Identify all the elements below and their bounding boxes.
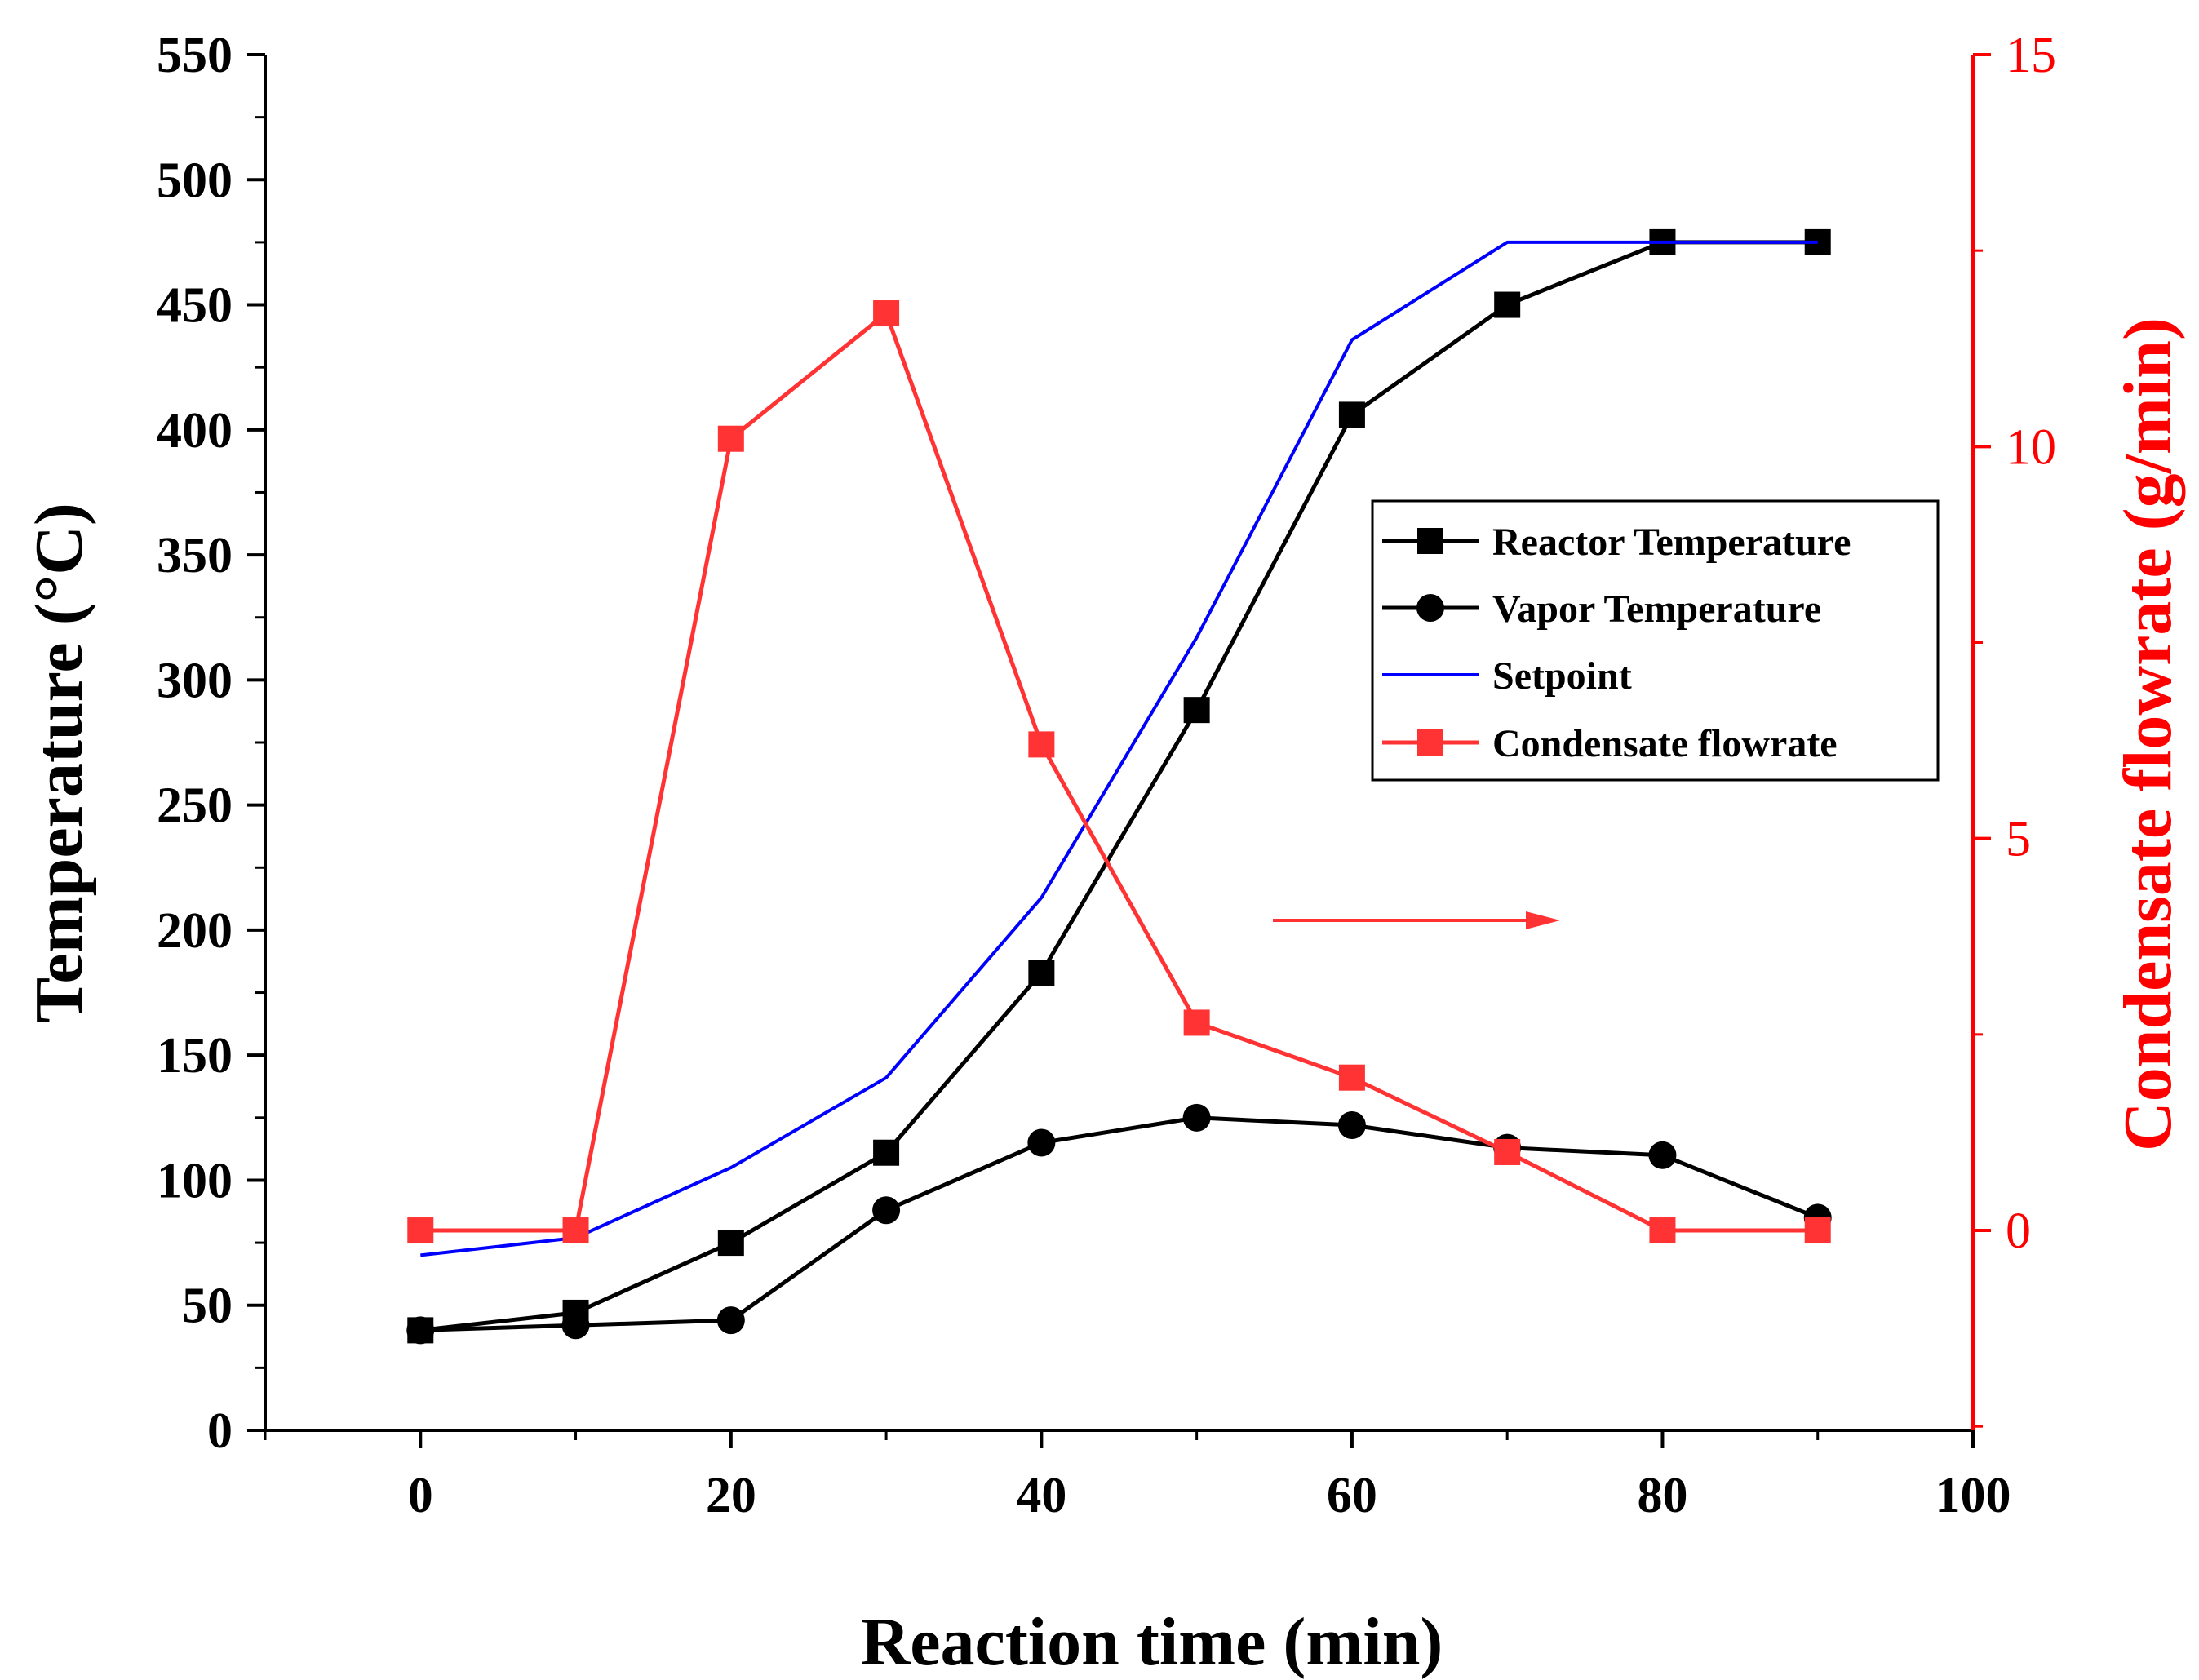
y2-tick-label: 15: [2006, 28, 2056, 83]
point-s3-2: [717, 425, 744, 452]
legend-marker-3: [1417, 729, 1443, 756]
point-s3-5: [1183, 1009, 1210, 1036]
annotation-arrow-head: [1526, 911, 1560, 929]
y-tick-label: 350: [157, 528, 233, 583]
y-tick-label: 100: [157, 1153, 233, 1208]
series-layer: [406, 228, 1832, 1345]
y-axis-title: Temperature (°C): [21, 503, 97, 1023]
x-tick-label: 80: [1637, 1468, 1687, 1523]
point-s3-3: [873, 300, 900, 327]
legend-label-1: Vapor Temperature: [1492, 587, 1821, 631]
y-tick-label: 550: [157, 28, 233, 83]
point-s1-3: [872, 1196, 901, 1225]
legend-box: [1371, 499, 1940, 782]
x-tick-label: 40: [1016, 1468, 1066, 1523]
series-line-1: [420, 1115, 1819, 1332]
x-tick-label: 0: [408, 1468, 433, 1523]
point-s1-6: [1337, 1111, 1366, 1140]
point-s0-7: [1494, 291, 1521, 318]
point-s0-6: [1338, 401, 1365, 428]
y-tick-label: 0: [207, 1403, 233, 1459]
point-s0-2: [717, 1230, 744, 1257]
point-s3-8: [1649, 1217, 1676, 1244]
point-s0-3: [873, 1139, 900, 1166]
point-s3-7: [1494, 1138, 1521, 1165]
legend-label-3: Condensate flowrate: [1492, 722, 1838, 765]
x-tick-label: 100: [1935, 1468, 2011, 1523]
legend: Reactor Temperature Vapor Temperature Setp…: [1371, 499, 1940, 782]
y-tick-label: 50: [182, 1279, 233, 1334]
legend-marker-0: [1417, 528, 1443, 554]
y2-tick-label: 0: [2006, 1203, 2031, 1259]
series-line-3: [420, 311, 1818, 1233]
y2-tick-label: 10: [2006, 419, 2056, 475]
x-tick-label: 20: [706, 1468, 756, 1523]
y2-tick-label: 5: [2006, 812, 2031, 867]
point-s3-6: [1338, 1064, 1365, 1091]
point-s1-5: [1182, 1103, 1211, 1132]
point-s3-4: [1028, 731, 1055, 758]
point-s3-1: [562, 1217, 589, 1244]
x-axis-title: Reaction time (min): [861, 1604, 1443, 1680]
point-s1-4: [1027, 1128, 1056, 1157]
annotation-layer: [1273, 911, 1560, 929]
point-s1-2: [716, 1306, 745, 1335]
point-s0-4: [1028, 960, 1055, 986]
x-tick-label: 60: [1327, 1468, 1377, 1523]
y-tick-label: 500: [157, 153, 233, 208]
legend-label-2: Setpoint: [1492, 654, 1632, 698]
series-line-0: [420, 240, 1818, 1332]
legend-marker-1: [1416, 594, 1444, 622]
legend-label-0: Reactor Temperature: [1492, 521, 1851, 564]
point-s1-1: [561, 1311, 590, 1340]
point-s3-9: [1804, 1217, 1831, 1244]
y-tick-label: 250: [157, 778, 233, 834]
point-s0-5: [1183, 697, 1210, 724]
point-s1-8: [1648, 1141, 1677, 1169]
y-tick-label: 450: [157, 278, 233, 334]
y-tick-label: 300: [157, 653, 233, 708]
y-tick-label: 200: [157, 903, 233, 959]
series-line-2: [420, 240, 1818, 1257]
point-s3-0: [407, 1217, 434, 1244]
y-tick-label: 150: [157, 1028, 233, 1084]
point-s1-0: [406, 1316, 435, 1345]
y-tick-label: 400: [157, 403, 233, 459]
y2-axis-title: Condensate flowrate (g/min): [2110, 317, 2186, 1151]
